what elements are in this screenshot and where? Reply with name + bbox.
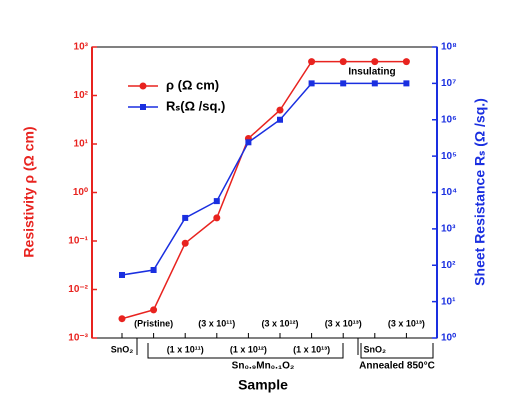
- marker: [308, 58, 316, 66]
- group-label: Annealed 850°C: [359, 361, 435, 372]
- legend-marker: [139, 82, 147, 90]
- marker: [150, 306, 158, 314]
- y-tick-label: 10⁻³: [68, 333, 88, 344]
- y2-axis-title: Sheet Resistance Rₛ (Ω /sq.): [472, 98, 488, 286]
- marker: [150, 267, 157, 274]
- x-tick-label: (1 x 10¹³): [293, 344, 330, 354]
- y-tick-label: 10⁻¹: [68, 236, 88, 247]
- annotation: Insulating: [348, 67, 395, 78]
- group-bracket: [147, 343, 344, 359]
- y-tick-label: 10¹: [74, 139, 89, 150]
- x-tick-label: (3 x 10¹²): [261, 318, 298, 328]
- legend-label: ρ (Ω cm): [166, 77, 219, 92]
- marker: [213, 198, 220, 205]
- marker: [119, 271, 125, 278]
- x-tick-label: (3 x 10¹³): [325, 318, 362, 328]
- y2-tick-label: 10²: [441, 260, 456, 271]
- marker: [403, 80, 410, 87]
- x-tick-label: (3 x 10¹¹): [198, 318, 235, 328]
- y-tick-label: 10⁰: [73, 187, 88, 198]
- y-tick-label: 10²: [74, 90, 89, 101]
- y-axis-title: Resistivity ρ (Ω cm): [21, 126, 37, 257]
- y2-tick-label: 10⁸: [441, 42, 457, 53]
- y2-tick-label: 10¹: [441, 296, 456, 307]
- legend-marker: [140, 104, 146, 110]
- x-tick-label: (1 x 10¹¹): [167, 344, 204, 354]
- y-tick-label: 10³: [74, 42, 89, 53]
- marker: [371, 58, 379, 66]
- marker: [245, 139, 252, 146]
- marker: [371, 80, 378, 87]
- y2-tick-label: 10⁶: [441, 114, 457, 125]
- x-tick-label: (1 x 10¹²): [230, 344, 267, 354]
- marker: [339, 58, 347, 66]
- x-tick-label: (Pristine): [134, 318, 173, 328]
- plot-frame: [91, 46, 438, 339]
- marker: [213, 214, 221, 222]
- y-tick-label: 10⁻²: [68, 284, 88, 295]
- series-line: [121, 60, 407, 320]
- x-tick-label: SnO₂: [111, 344, 134, 354]
- marker: [308, 80, 315, 87]
- y2-tick-label: 10⁵: [441, 151, 457, 162]
- marker: [277, 116, 283, 123]
- x-tick-label: SnO₂: [364, 344, 387, 354]
- marker: [181, 239, 189, 247]
- marker: [340, 80, 347, 87]
- marker: [276, 106, 284, 114]
- marker: [182, 214, 189, 221]
- y2-tick-label: 10⁷: [441, 78, 456, 89]
- marker: [118, 315, 126, 323]
- y2-tick-label: 10⁴: [441, 187, 457, 198]
- x-axis-title: Sample: [238, 377, 288, 393]
- x-tick-label: (3 x 10¹³): [388, 318, 425, 328]
- group-label: Sn₀.₉Mn₀.₁O₂: [232, 361, 295, 372]
- series-line: [121, 82, 407, 276]
- y2-tick-label: 10³: [441, 224, 456, 235]
- legend-label: Rₛ(Ω /sq.): [166, 98, 225, 113]
- y2-tick-label: 10⁰: [441, 333, 456, 344]
- marker: [402, 58, 410, 66]
- group-bracket: [360, 343, 434, 359]
